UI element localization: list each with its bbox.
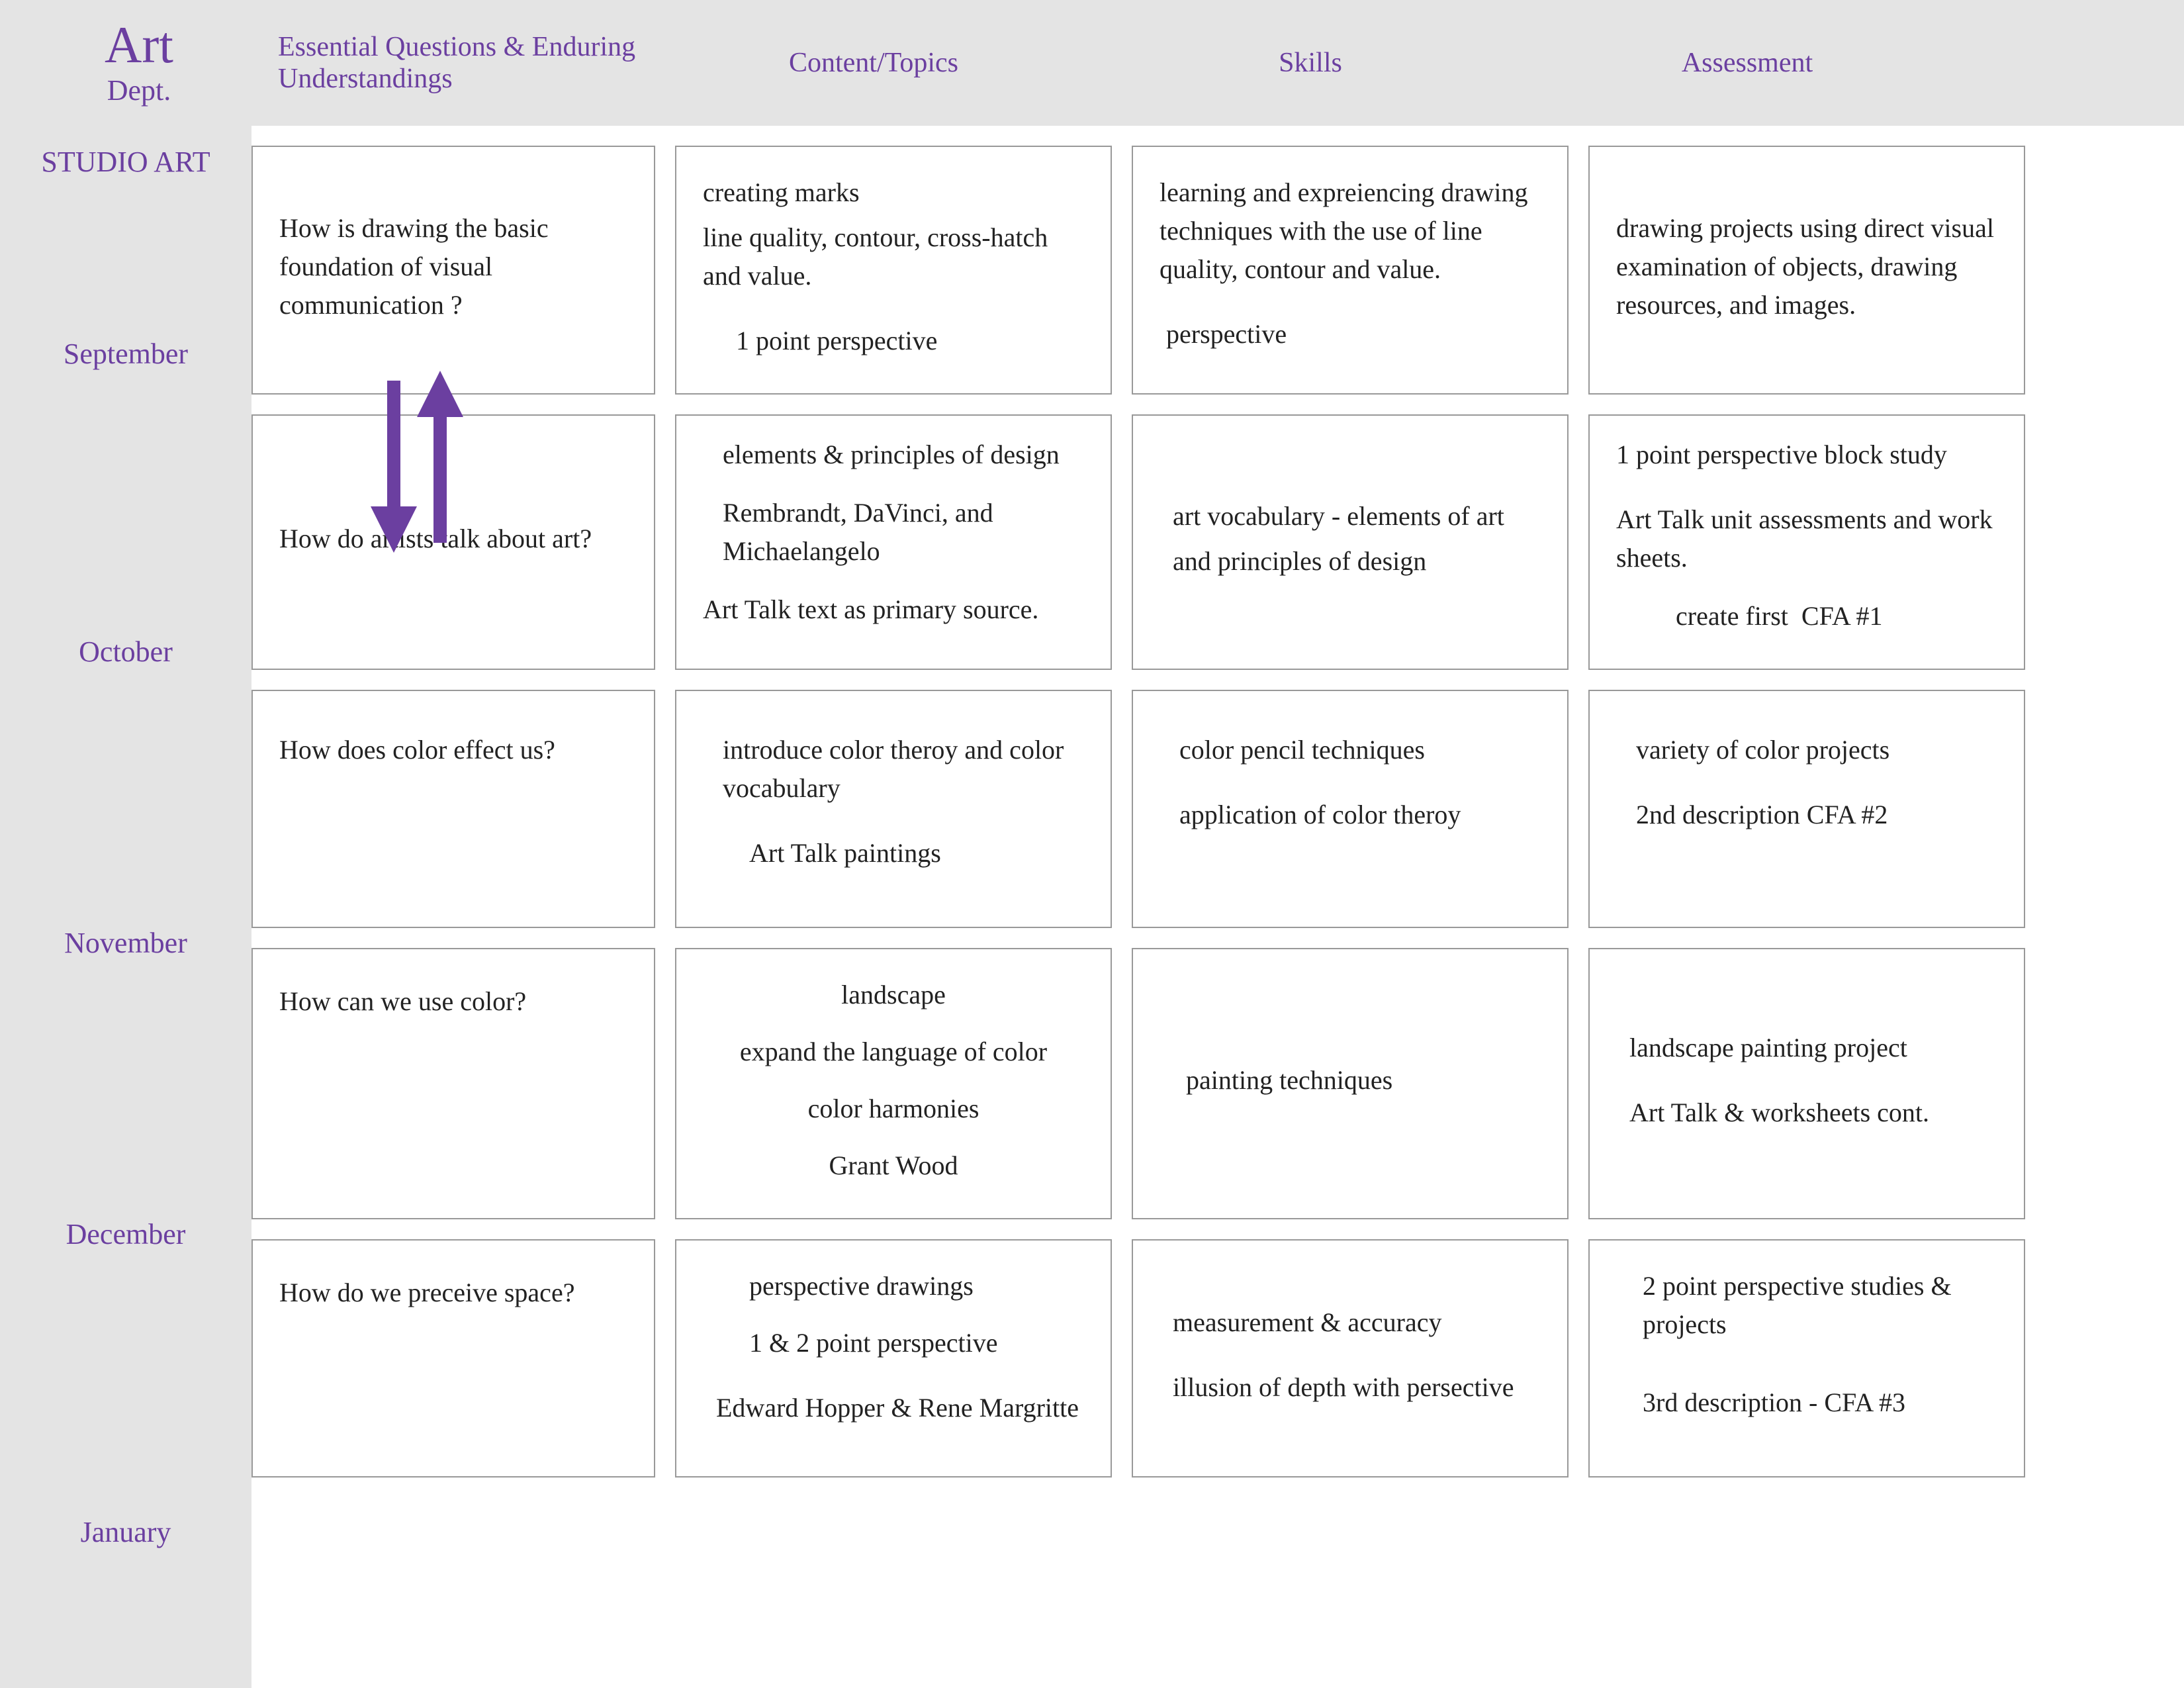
cell-content: perspective drawings 1 & 2 point perspec… <box>675 1239 1112 1477</box>
text: illusion of depth with persective <box>1173 1368 1541 1407</box>
cell-question: How does color effect us? <box>251 690 655 928</box>
cell-skills: learning and expreiencing drawing techni… <box>1132 146 1569 395</box>
text: line quality, contour, cross-hatch and v… <box>703 218 1084 295</box>
side-september: September <box>0 338 251 371</box>
text: expand the language of color <box>703 1033 1084 1071</box>
text: Art Talk paintings <box>723 834 1084 872</box>
text: introduce color theroy and color vocabul… <box>723 731 1084 808</box>
table-row: How do artists talk about art? elements … <box>251 414 2144 670</box>
text: variety of color projects <box>1636 731 1997 769</box>
text: 2 point perspective studies & projects <box>1643 1267 1997 1344</box>
text: How is drawing the basic foundation of v… <box>279 209 627 324</box>
text: perspective drawings <box>716 1267 1084 1305</box>
text: and principles of design <box>1173 542 1541 581</box>
text: How can we use color? <box>279 982 627 1021</box>
cell-content: landscape expand the language of color c… <box>675 948 1112 1219</box>
text: How do artists talk about art? <box>279 520 627 558</box>
text: Art Talk & worksheets cont. <box>1629 1094 1997 1132</box>
text: color pencil techniques <box>1179 731 1541 769</box>
table-row: How does color effect us? introduce colo… <box>251 690 2144 928</box>
content-column: How is drawing the basic foundation of v… <box>251 126 2184 1688</box>
cell-question: How do artists talk about art? <box>251 414 655 670</box>
text: create first CFA #1 <box>1616 597 1997 635</box>
cell-skills: color pencil techniques application of c… <box>1132 690 1569 928</box>
text: 3rd description - CFA #3 <box>1643 1383 1997 1422</box>
text: Grant Wood <box>703 1147 1084 1185</box>
text: landscape <box>703 976 1084 1014</box>
title-dept: Dept. <box>26 73 251 107</box>
header-col-skills: Skills <box>1092 47 1529 79</box>
text: How do we preceive space? <box>279 1274 627 1312</box>
header-row: Art Dept. Essential Questions & Enduring… <box>0 0 2184 126</box>
side-november: November <box>0 927 251 961</box>
cell-question: How do we preceive space? <box>251 1239 655 1477</box>
cell-assessment: 2 point perspective studies & projects 3… <box>1588 1239 2025 1477</box>
cell-question: How is drawing the basic foundation of v… <box>251 146 655 395</box>
text: painting techniques <box>1186 1061 1541 1100</box>
text: measurement & accuracy <box>1173 1303 1541 1342</box>
text: 1 point perspective <box>703 322 1084 360</box>
text: art vocabulary - elements of art <box>1173 497 1541 536</box>
text: Art Talk text as primary source. <box>703 590 1084 629</box>
cell-question: How can we use color? <box>251 948 655 1219</box>
cell-assessment: 1 point perspective block study Art Talk… <box>1588 414 2025 670</box>
text: creating marks <box>703 173 1084 212</box>
cell-skills: art vocabulary - elements of art and pri… <box>1132 414 1569 670</box>
cell-skills: painting techniques <box>1132 948 1569 1219</box>
side-studio-art: STUDIO ART <box>0 146 251 179</box>
cell-assessment: drawing projects using direct visual exa… <box>1588 146 2025 395</box>
text: How does color effect us? <box>279 731 627 769</box>
side-january: January <box>0 1516 251 1550</box>
text: landscape painting project <box>1629 1029 1997 1067</box>
text: perspective <box>1160 315 1541 353</box>
cell-skills: measurement & accuracy illusion of depth… <box>1132 1239 1569 1477</box>
body-area: STUDIO ART September October November De… <box>0 126 2184 1688</box>
side-october: October <box>0 635 251 669</box>
cell-assessment: variety of color projects 2nd descriptio… <box>1588 690 2025 928</box>
text: Rembrandt, DaVinci, and Michaelangelo <box>723 494 1084 571</box>
side-december: December <box>0 1218 251 1252</box>
text: 1 & 2 point perspective <box>716 1324 1084 1362</box>
text: application of color theroy <box>1179 796 1541 834</box>
table-row: How can we use color? landscape expand t… <box>251 948 2144 1219</box>
text: 2nd description CFA #2 <box>1636 796 1997 834</box>
cell-content: elements & principles of design Rembrand… <box>675 414 1112 670</box>
text: drawing projects using direct visual exa… <box>1616 209 1997 324</box>
text: 1 point perspective block study <box>1616 436 1997 474</box>
header-col-content: Content/Topics <box>655 47 1092 79</box>
text: Art Talk unit assessments and work sheet… <box>1616 500 1997 577</box>
header-title-block: Art Dept. <box>0 19 251 107</box>
cell-content: introduce color theroy and color vocabul… <box>675 690 1112 928</box>
curriculum-map: Art Dept. Essential Questions & Enduring… <box>0 0 2184 1688</box>
cell-content: creating marks line quality, contour, cr… <box>675 146 1112 395</box>
text: learning and expreiencing drawing techni… <box>1160 173 1541 289</box>
table-row: How is drawing the basic foundation of v… <box>251 146 2144 395</box>
text: color harmonies <box>703 1090 1084 1128</box>
cell-assessment: landscape painting project Art Talk & wo… <box>1588 948 2025 1219</box>
text: Edward Hopper & Rene Margritte <box>716 1389 1084 1427</box>
table-row: How do we preceive space? perspective dr… <box>251 1239 2144 1477</box>
title-art: Art <box>26 19 251 71</box>
side-column: STUDIO ART September October November De… <box>0 126 251 1688</box>
header-col-assessment: Assessment <box>1529 47 1966 79</box>
header-col-questions: Essential Questions & Enduring Understan… <box>251 31 655 95</box>
text: elements & principles of design <box>723 436 1084 474</box>
